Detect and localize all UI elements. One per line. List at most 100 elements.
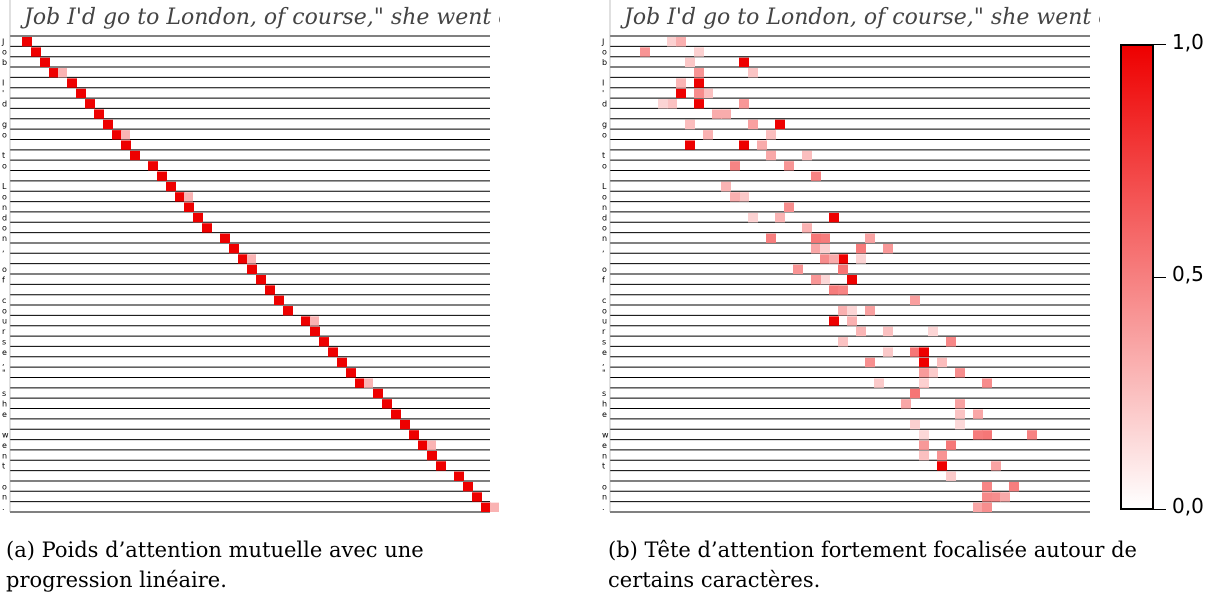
- row-label-a-4: I: [2, 79, 4, 88]
- attention-cell: [67, 78, 77, 88]
- attention-cell: [310, 316, 319, 326]
- attention-cell: [130, 150, 140, 161]
- caption-a-text: Poids d’attention mutuelle avec une prog…: [6, 538, 424, 592]
- attention-cell: [865, 306, 875, 316]
- attention-cell: [418, 440, 428, 450]
- attention-cell: [121, 140, 131, 150]
- attention-cell: [856, 243, 866, 254]
- attention-cell: [730, 192, 740, 202]
- attention-cell: [919, 368, 929, 378]
- colorbar: [1120, 44, 1154, 510]
- row-label-b-45: .: [602, 503, 605, 512]
- row-label-b-18: o: [602, 224, 607, 233]
- row-label-b-2: b: [602, 58, 607, 67]
- row-label-a-11: t: [2, 151, 5, 160]
- attention-cell: [364, 378, 373, 388]
- caption-a-tag: (a): [6, 538, 35, 562]
- colorbar-tick-bottom: [1154, 509, 1166, 510]
- attention-cell: [391, 409, 401, 419]
- attention-cell: [829, 285, 839, 295]
- attention-cell: [784, 202, 794, 212]
- attention-cell: [694, 47, 704, 57]
- attention-cell: [409, 430, 419, 440]
- attention-cell: [739, 99, 749, 109]
- row-label-b-29: s: [602, 337, 606, 346]
- row-label-b-26: o: [602, 306, 607, 315]
- attention-cell: [883, 243, 893, 254]
- attention-cell: [982, 502, 992, 512]
- attention-cell: [85, 99, 95, 109]
- attention-cell: [103, 119, 113, 130]
- attention-cell: [373, 388, 383, 399]
- row-label-b-8: g: [602, 120, 607, 129]
- row-label-b-32: ": [602, 368, 606, 377]
- row-label-b-11: t: [602, 151, 605, 160]
- handwriting-line-a: Job I'd go to London, of course," she we…: [20, 5, 500, 30]
- attention-cell: [121, 130, 130, 140]
- attention-cell: [730, 161, 740, 171]
- attention-cell: [739, 57, 749, 68]
- attention-cell: [703, 88, 713, 99]
- attention-cell: [685, 57, 695, 68]
- attention-cell: [847, 275, 857, 285]
- row-label-a-30: e: [2, 348, 7, 357]
- attention-cell: [811, 275, 821, 285]
- attention-cell: [184, 202, 194, 212]
- row-label-a-32: ": [2, 368, 6, 377]
- attention-cell: [820, 243, 830, 254]
- attention-cell: [937, 357, 947, 368]
- attention-cell: [883, 326, 893, 337]
- row-label-a-22: o: [2, 265, 7, 274]
- attention-cell: [757, 140, 767, 150]
- attention-cell: [919, 347, 929, 357]
- attention-cell: [847, 306, 857, 316]
- attention-cell: [427, 440, 436, 450]
- attention-cell: [820, 254, 830, 264]
- attention-cell: [955, 368, 965, 378]
- attention-cell: [973, 430, 983, 440]
- colorbar-label-max: 1,0: [1172, 30, 1204, 54]
- row-label-b-9: o: [602, 130, 607, 139]
- attention-cell: [676, 37, 686, 47]
- row-label-a-18: o: [2, 224, 7, 233]
- colorbar-label-min: 0,0: [1172, 494, 1204, 518]
- attention-cell: [919, 450, 929, 461]
- attention-cell: [766, 130, 776, 140]
- attention-cell: [1027, 430, 1037, 440]
- row-label-a-9: o: [2, 130, 7, 139]
- attention-cell: [748, 119, 758, 130]
- attention-cell: [319, 337, 329, 347]
- attention-cell: [184, 192, 193, 202]
- attention-cell: [937, 450, 947, 461]
- attention-cell: [838, 306, 848, 316]
- attention-cell: [703, 130, 713, 140]
- attention-cell: [874, 378, 884, 388]
- row-label-a-31: ,: [2, 358, 5, 367]
- attention-cell: [676, 78, 686, 88]
- attention-cell: [283, 306, 293, 316]
- row-label-a-20: ,: [2, 244, 5, 253]
- attention-cell: [856, 326, 866, 337]
- row-label-b-36: e: [602, 410, 607, 419]
- row-label-b-27: u: [602, 317, 607, 326]
- attention-cell: [355, 378, 365, 388]
- attention-cell: [982, 378, 992, 388]
- row-label-b-43: o: [602, 482, 607, 491]
- row-label-b-38: w: [602, 431, 609, 440]
- attention-cell: [265, 285, 275, 295]
- attention-cell: [865, 357, 875, 368]
- attention-cell: [685, 140, 695, 150]
- row-label-a-28: r: [2, 327, 6, 336]
- attention-cell: [58, 68, 67, 78]
- attention-cell: [919, 430, 929, 440]
- row-label-a-5: ': [2, 89, 4, 98]
- attention-cell: [94, 109, 104, 119]
- caption-a: (a) Poids d’attention mutuelle avec une …: [6, 535, 496, 595]
- colorbar-label-mid: 0,5: [1172, 262, 1204, 286]
- attention-cell: [919, 440, 929, 450]
- caption-b: (b) Tête d’attention fortement focalisée…: [608, 535, 1218, 595]
- row-label-a-40: n: [2, 451, 7, 460]
- attention-cell: [337, 357, 347, 368]
